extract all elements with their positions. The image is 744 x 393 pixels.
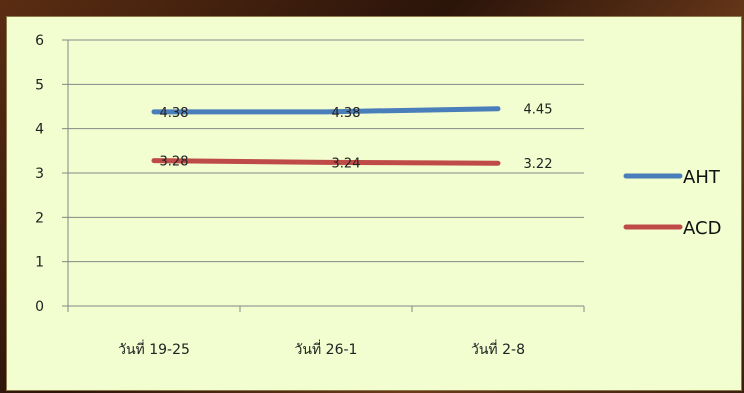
grid-lines [68, 39, 584, 263]
series-lines [151, 106, 501, 166]
y-tick-label: 1 [35, 255, 44, 271]
data-label: 4.38 [160, 106, 189, 121]
x-tick-label: วันที่ 19-25 [118, 340, 190, 358]
data-label: 4.45 [524, 103, 553, 118]
y-tick-label: 5 [35, 77, 44, 93]
legend: AHT ACD [623, 167, 721, 239]
y-tick-label: 3 [35, 166, 44, 182]
y-tick-label: 4 [35, 122, 44, 138]
data-label: 4.38 [332, 106, 361, 121]
y-tick-label: 2 [35, 210, 44, 226]
x-tick-label: วันที่ 2-8 [471, 340, 525, 358]
x-tick-labels: วันที่ 19-25 วันที่ 26-1 วันที่ 2-8 [118, 340, 525, 358]
series-line-acd [151, 158, 501, 166]
data-label: 3.24 [332, 156, 361, 171]
plot-area [6, 16, 742, 391]
data-label: 3.22 [524, 157, 553, 172]
x-tick-label: วันที่ 26-1 [295, 340, 358, 358]
legend-label-aht: AHT [683, 167, 721, 188]
legend-label-acd: ACD [683, 218, 721, 239]
y-tick-label: 0 [35, 299, 44, 315]
y-tick-label: 6 [35, 33, 44, 49]
y-tick-labels: 0 1 2 3 4 5 6 [35, 33, 44, 315]
data-label: 3.28 [160, 155, 189, 170]
data-labels: 4.38 4.38 4.45 3.28 3.24 3.22 [160, 103, 553, 173]
axes [62, 39, 585, 312]
series-line-aht [151, 106, 501, 115]
